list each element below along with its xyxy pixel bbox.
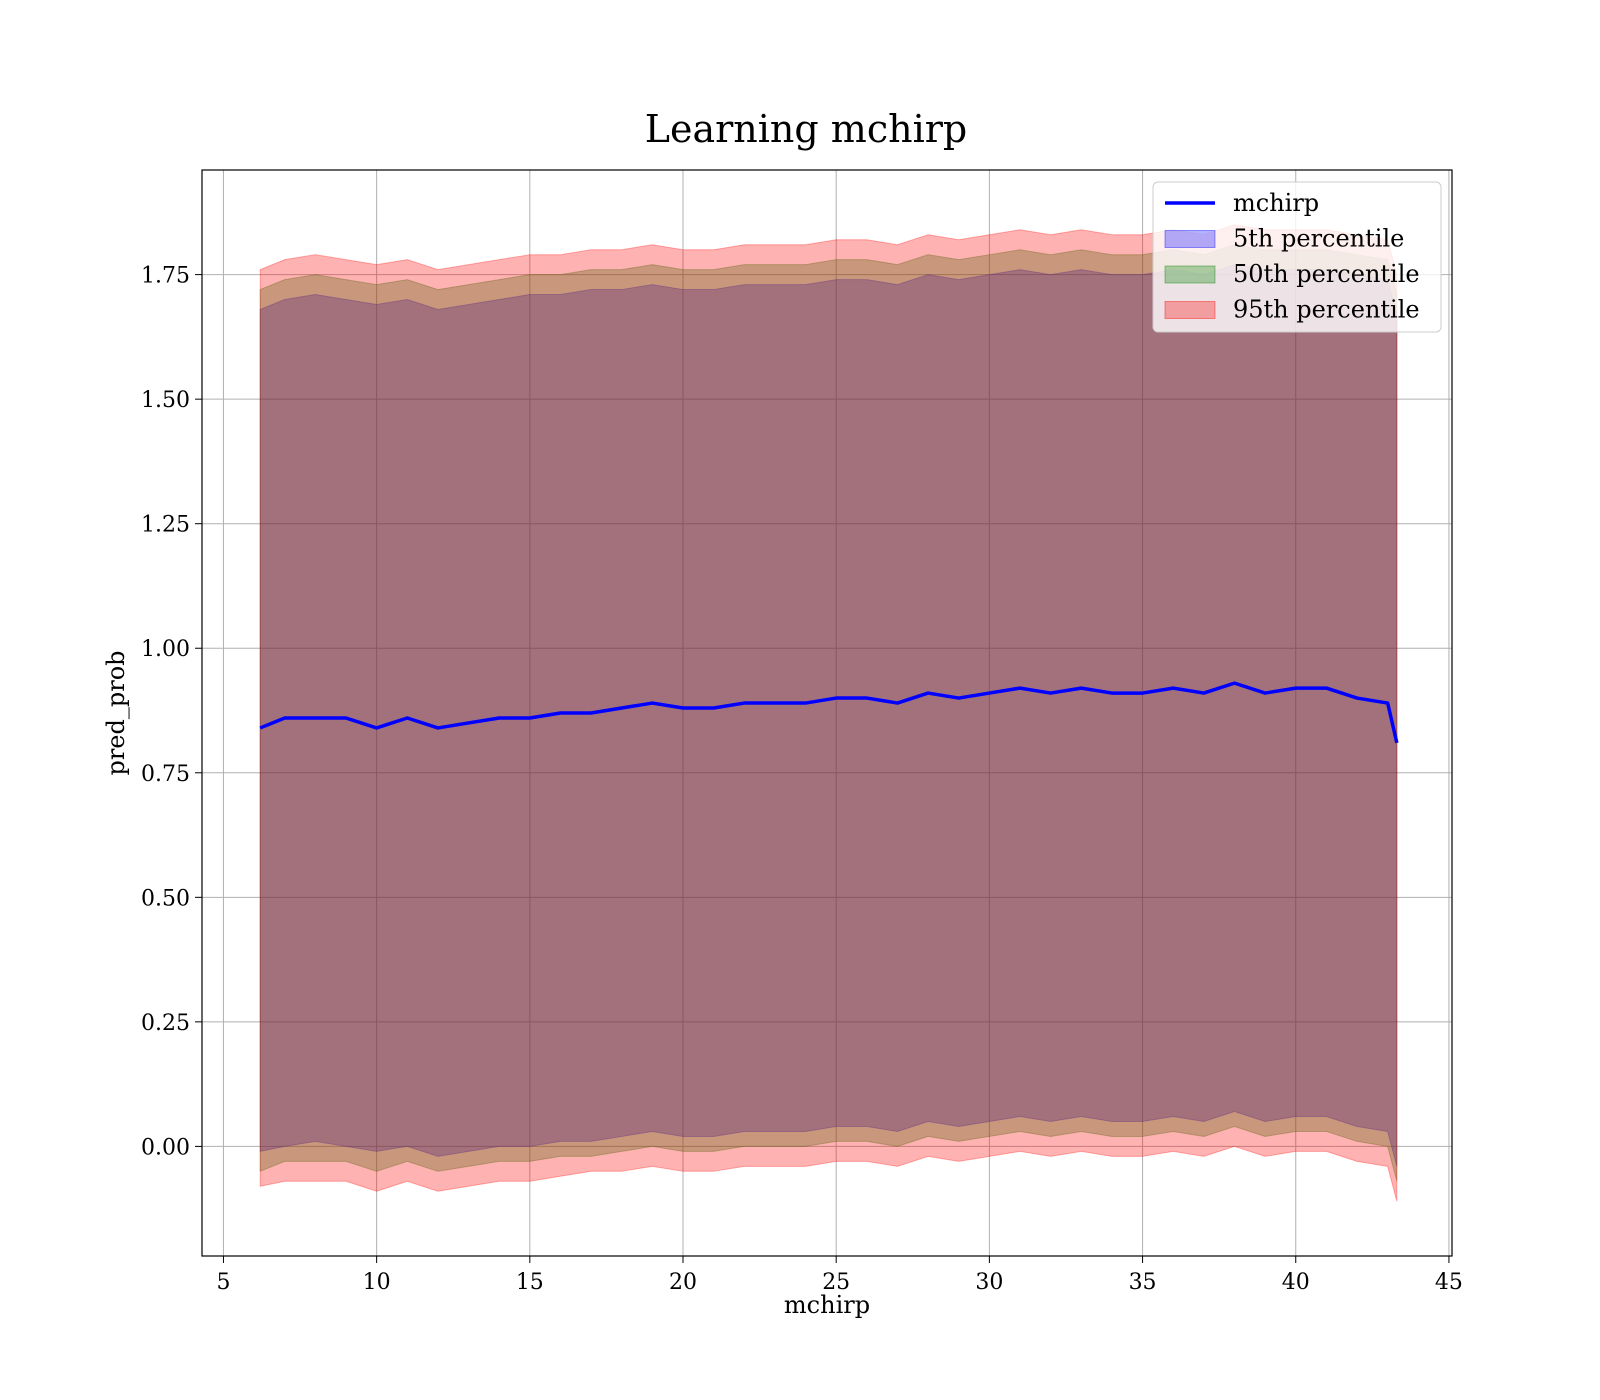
x-tick-label: 15 xyxy=(516,1270,544,1295)
series-lines xyxy=(259,681,1399,744)
y-tick-label: 0.25 xyxy=(141,1011,190,1036)
y-axis-ticks: 0.00 0.25 0.50 0.75 1.00 1.25 1.50 1.75 xyxy=(141,264,202,1160)
percentile-bands xyxy=(259,224,1398,1202)
grid xyxy=(202,170,1452,1256)
legend-label: mchirp xyxy=(1233,189,1319,217)
band-95th-percentile xyxy=(259,224,1398,1202)
legend-band-swatch xyxy=(1164,230,1216,248)
y-axis-label: pred_prob xyxy=(102,650,130,775)
x-tick-label: 30 xyxy=(975,1270,1003,1295)
x-tick-label: 35 xyxy=(1129,1270,1157,1295)
legend-label: 95th percentile xyxy=(1233,296,1420,324)
x-tick-label: 5 xyxy=(216,1270,230,1295)
x-axis-label: mchirp xyxy=(784,1291,870,1319)
x-tick-label: 40 xyxy=(1282,1270,1310,1295)
band-5th-percentile xyxy=(259,264,1398,1167)
y-tick-label: 1.75 xyxy=(141,264,190,289)
x-tick-label: 10 xyxy=(363,1270,391,1295)
y-tick-label: 0.50 xyxy=(141,886,190,911)
line-mchirp xyxy=(259,681,1399,744)
plot-frame xyxy=(201,169,1453,1257)
y-tick-label: 0.00 xyxy=(141,1135,190,1160)
x-tick-label: 25 xyxy=(822,1270,850,1295)
y-tick-label: 0.75 xyxy=(141,762,190,787)
legend-label: 5th percentile xyxy=(1233,225,1404,253)
y-tick-label: 1.25 xyxy=(141,513,190,538)
legend: mchirp 5th percentile 50th percentile 95th … xyxy=(1152,181,1442,333)
band-50th-percentile xyxy=(259,244,1398,1182)
y-tick-label: 1.00 xyxy=(141,637,190,662)
chart-title: Learning mchirp xyxy=(645,107,967,151)
legend-box xyxy=(1152,181,1442,333)
x-tick-label: 20 xyxy=(669,1270,697,1295)
x-tick-label: 45 xyxy=(1435,1270,1463,1295)
y-tick-label: 1.50 xyxy=(141,388,190,413)
legend-band-swatch xyxy=(1164,301,1216,319)
x-axis-ticks: 5 10 15 20 25 30 35 40 45 xyxy=(216,1256,1463,1295)
legend-label: 50th percentile xyxy=(1233,260,1420,288)
legend-band-swatch xyxy=(1164,265,1216,284)
